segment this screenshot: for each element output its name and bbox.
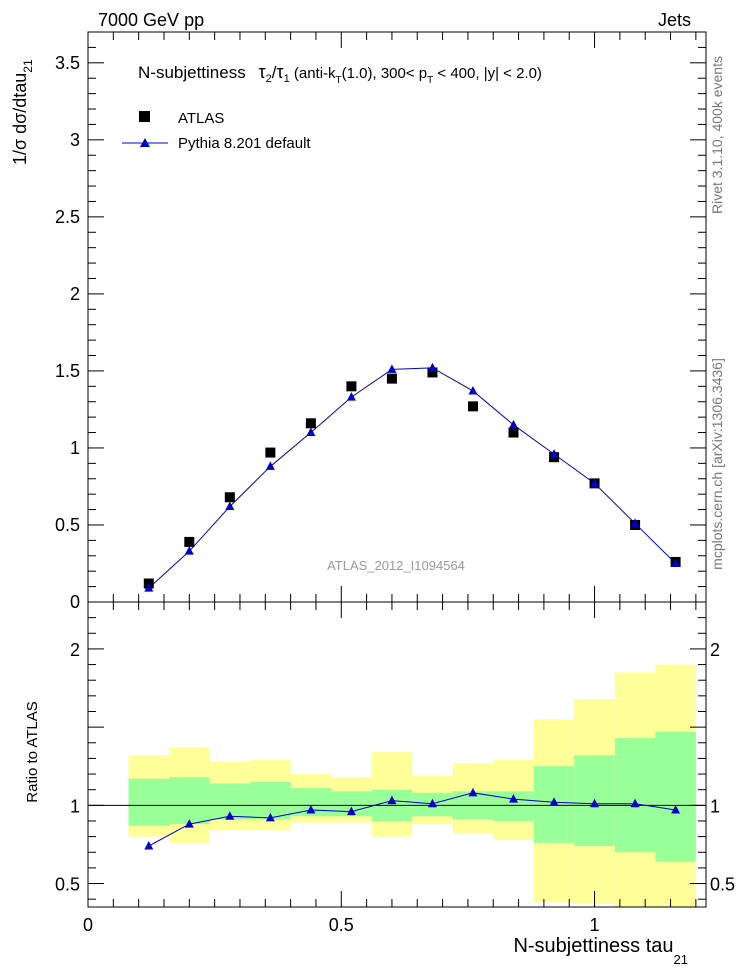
pythia-point <box>387 364 397 373</box>
atlas-point <box>265 447 276 458</box>
atlas-point <box>346 381 357 392</box>
atlas-point <box>427 367 438 378</box>
ratio-pythia-line <box>148 792 676 847</box>
title-cond-b: (1.0), 300< p <box>342 65 427 82</box>
top-ytick-label: 1 <box>70 438 80 458</box>
top-ytick-label: 2.5 <box>55 207 80 227</box>
mcplots-label: mcplots.cern.ch [arXiv:1306.3436] <box>709 358 725 570</box>
title-sub2: 2 <box>266 73 272 85</box>
ratio-pythia-point <box>427 798 437 808</box>
legend-pythia-label: Pythia 8.201 default <box>178 135 311 152</box>
atlas-point <box>386 373 397 384</box>
watermark-label: ATLAS_2012_I1094564 <box>327 558 465 573</box>
pythia-point <box>468 385 478 395</box>
title-cond-a: (anti-k <box>290 65 336 82</box>
rivet-label: Rivet 3.1.10, 400k events <box>709 56 725 214</box>
title-sub-t1: T <box>336 75 342 86</box>
top-ytick-label: 0 <box>70 592 80 612</box>
legend-atlas-marker <box>139 111 150 122</box>
ratio-pythia-point <box>184 819 194 828</box>
inner-band <box>128 778 170 826</box>
pythia-point <box>225 501 235 510</box>
ratio-ytick-label-right: 2 <box>710 640 720 660</box>
pythia-line <box>148 367 676 589</box>
ratio-ytick-label-right: 0.5 <box>710 875 735 895</box>
ratio-ytick-label-right: 1 <box>710 796 720 816</box>
legend-pythia-marker <box>140 138 150 147</box>
header-right: Jets <box>658 10 691 30</box>
ratio-pythia-point <box>225 811 235 820</box>
ratio-plot-frame <box>87 601 707 908</box>
atlas-point <box>508 427 519 438</box>
plot-title: N-subjettiness τ2/τ1 (anti-kT(1.0), 300<… <box>138 62 542 86</box>
pythia-point <box>590 478 600 487</box>
legend: ATLAS Pythia 8.201 default <box>122 110 311 152</box>
top-ytick-label: 3 <box>70 130 80 150</box>
title-main: N-subjettiness <box>138 63 246 82</box>
pythia-point <box>630 518 640 527</box>
ratio-pythia-point <box>144 841 154 850</box>
ratio-ytick-label: 0.5 <box>55 875 80 895</box>
title-sub-t2: T <box>427 75 433 86</box>
pythia-point <box>265 461 275 470</box>
pythia-point <box>184 546 194 555</box>
inner-band <box>655 731 696 862</box>
ratio-pythia-point <box>387 795 397 805</box>
ratio-xlabel: N-subjettiness tau21 <box>513 935 688 967</box>
atlas-point <box>467 401 478 412</box>
title-cond-c: < 400, |y| < 2.0) <box>433 65 542 82</box>
ratio-pythia-point <box>346 806 356 816</box>
atlas-point <box>224 492 235 503</box>
top-ylabel: 1/σ dσ/dtau21 <box>10 59 35 165</box>
ratio-pythia-point <box>630 798 640 808</box>
ratio-pythia-point <box>509 794 519 803</box>
header-left: 7000 GeV pp <box>98 10 204 30</box>
inner-band <box>614 738 656 853</box>
top-ytick-label: 1.5 <box>55 361 80 381</box>
pythia-point <box>346 392 356 401</box>
ratio-pythia-point <box>468 787 478 797</box>
atlas-point <box>184 536 195 547</box>
ratio-xtick-label: 1 <box>590 915 600 935</box>
pythia-point <box>671 558 681 567</box>
ratio-xtick-label: 0.5 <box>329 915 354 935</box>
pythia-point <box>509 419 519 429</box>
pythia-point <box>306 427 316 437</box>
ratio-pythia-point <box>306 805 316 814</box>
title-slash: / <box>272 63 277 82</box>
ratio-ytick-label: 1 <box>70 796 80 816</box>
ratio-plot-panel: 0.5 0.51 12 20 0.5 1 Ratio to ATLAS N-subjett… <box>24 601 735 967</box>
atlas-point <box>305 418 316 429</box>
ratio-pythia-point <box>265 812 275 822</box>
legend-atlas-label: ATLAS <box>178 110 224 127</box>
ratio-ytick-label: 2 <box>70 640 80 660</box>
pythia-point <box>427 362 437 372</box>
ratio-xtick-label: 0 <box>83 915 93 935</box>
ratio-ylabel: Ratio to ATLAS <box>24 701 41 802</box>
ratio-pythia-point <box>549 797 559 806</box>
main-plot-panel: ATLAS_2012_I1094564 0 0.5 1 1.5 2 2.5 3 3.5 N-s… <box>10 31 707 612</box>
pythia-point <box>144 583 154 592</box>
top-ytick-label: 2 <box>70 284 80 304</box>
ratio-pythia-point <box>671 805 681 814</box>
title-tau2: τ <box>258 62 265 82</box>
title-sub1: 1 <box>284 73 290 85</box>
ratio-pythia-point <box>590 798 600 808</box>
pythia-point <box>549 449 559 458</box>
title-tau1: τ <box>276 62 283 82</box>
inner-band <box>169 777 210 825</box>
top-ytick-label: 3.5 <box>55 53 80 73</box>
top-ytick-label: 0.5 <box>55 515 80 535</box>
